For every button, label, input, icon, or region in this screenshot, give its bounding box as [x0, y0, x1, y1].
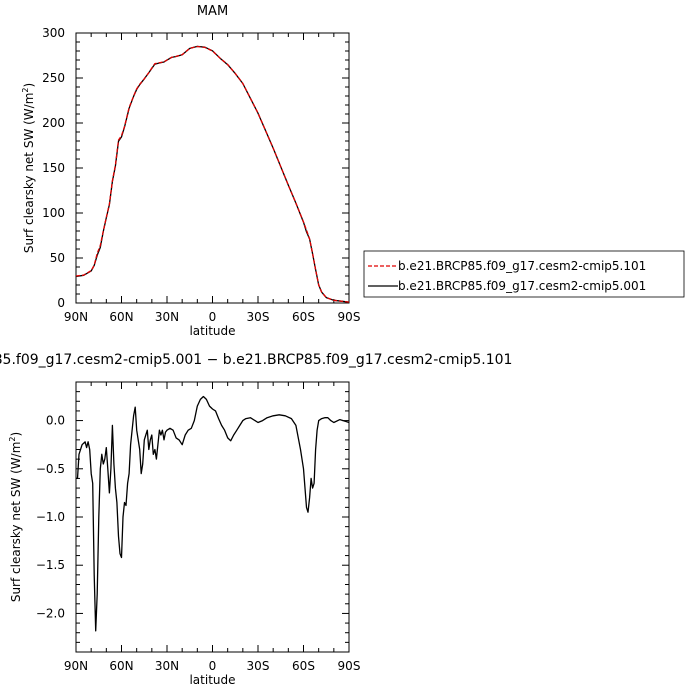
x-tick-label: 0 — [209, 659, 217, 673]
x-tick-label: 90S — [338, 659, 361, 673]
y-tick-label: −1.5 — [36, 558, 65, 572]
legend-label: b.e21.BRCP85.f09_g17.cesm2-cmip5.101 — [398, 259, 646, 273]
bottom-difference-chart: 90N 60N 30N 0 30S 60S 90S 0.0 −0.5 −1.0 −1.5 −2.0 la… — [0, 352, 512, 687]
y-tick-label: 250 — [42, 71, 65, 85]
chart-title: b.e21.BRCP85.f09_g17.cesm2-cmip5.001 − b… — [0, 352, 512, 368]
top-line-chart: 90N 60N 30N 0 30S 60S 90S 0 50 100 150 200 250 300 lat… — [21, 4, 360, 338]
x-tick-label: 90S — [338, 310, 361, 324]
x-tick-label: 60N — [109, 310, 133, 324]
y-tick-label: 200 — [42, 116, 65, 130]
legend: b.e21.BRCP85.f09_g17.cesm2-cmip5.101 b.e2… — [363, 250, 685, 298]
chart-title: MAM — [197, 4, 228, 19]
x-tick-label: 30S — [247, 310, 270, 324]
x-tick-label: 30N — [155, 310, 179, 324]
x-tick-label: 90N — [64, 310, 88, 324]
y-tick-label: 0.0 — [46, 414, 65, 428]
x-tick-label: 60S — [292, 659, 315, 673]
y-tick-label: −1.0 — [36, 510, 65, 524]
legend-box — [363, 250, 685, 298]
y-axis-label-superscript: 2 — [8, 437, 17, 442]
y-tick-label: −0.5 — [36, 462, 65, 476]
legend-label: b.e21.BRCP85.f09_g17.cesm2-cmip5.001 — [398, 279, 646, 293]
x-tick-label: 90N — [64, 659, 88, 673]
x-tick-label: 30S — [247, 659, 270, 673]
y-axis-label-close: ) — [22, 83, 36, 88]
x-axis-label: latitude — [189, 324, 235, 338]
y-tick-label: 300 — [42, 26, 65, 40]
y-axis-label-superscript: 2 — [21, 88, 30, 93]
y-axis-label: Surf clearsky net SW (W/m2) — [8, 432, 23, 602]
x-tick-label: 0 — [209, 310, 217, 324]
x-tick-label: 30N — [155, 659, 179, 673]
y-tick-label: 150 — [42, 161, 65, 175]
y-axis-label-close: ) — [9, 432, 23, 437]
plot-frame — [75, 32, 350, 304]
y-tick-label: −2.0 — [36, 606, 65, 620]
x-tick-label: 60S — [292, 310, 315, 324]
series-line — [76, 395, 350, 632]
y-axis-label-main: Surf clearsky net SW (W/m — [9, 442, 23, 603]
y-axis-label: Surf clearsky net SW (W/m2) — [21, 83, 36, 253]
series-line — [75, 45, 350, 303]
x-tick-label: 60N — [109, 659, 133, 673]
y-tick-label: 50 — [50, 251, 65, 265]
y-axis-label-main: Surf clearsky net SW (W/m — [22, 93, 36, 254]
x-axis-label: latitude — [189, 673, 235, 687]
y-tick-label: 100 — [42, 206, 65, 220]
y-tick-label: 0 — [57, 296, 65, 310]
series-line — [75, 45, 350, 303]
